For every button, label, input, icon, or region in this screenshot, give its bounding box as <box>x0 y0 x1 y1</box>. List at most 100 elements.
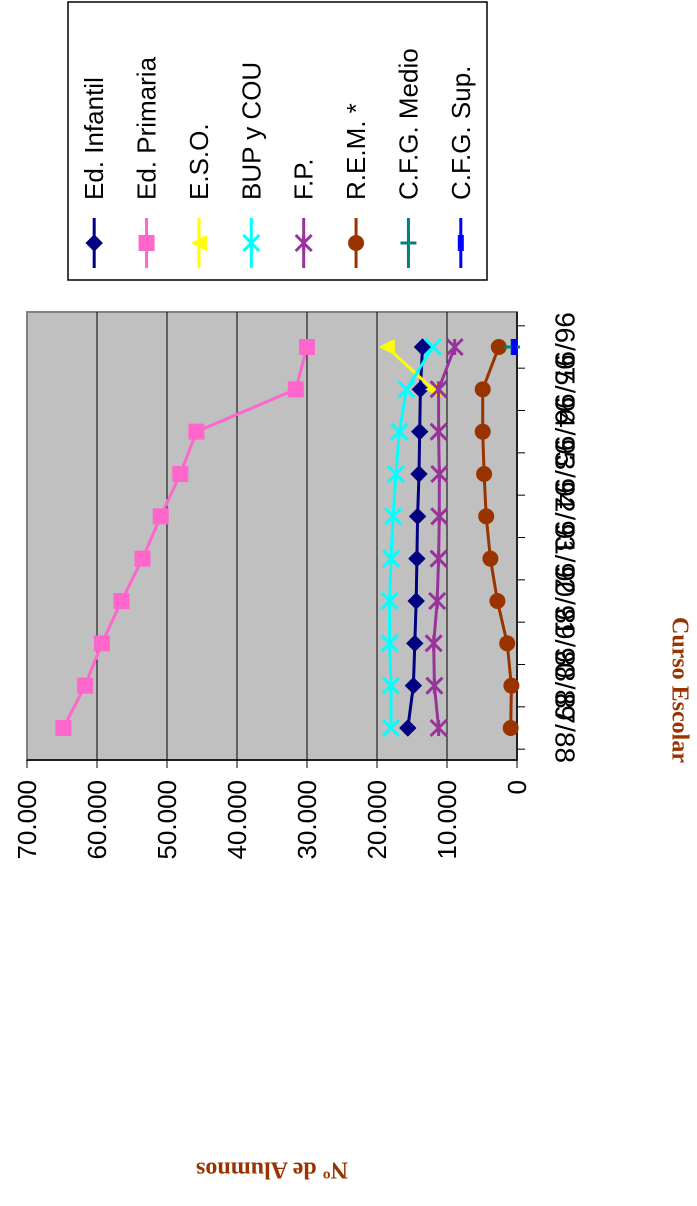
legend-entry-7: C.F.G. Sup. <box>446 66 476 268</box>
series-0-point-7 <box>410 422 429 441</box>
category-label-8: 95/96 <box>550 354 581 424</box>
legend-marker-4 <box>294 233 313 253</box>
series-0-point-1 <box>404 676 423 695</box>
legend-label-7: C.F.G. Sup. <box>446 66 476 200</box>
legend-entry-5: R.E.M. * <box>341 103 371 268</box>
series-3-point-3-stroke-b <box>380 591 399 611</box>
series-1-point-1 <box>77 677 94 694</box>
series-5-point-0 <box>502 720 519 736</box>
series-4-point-2 <box>424 634 443 653</box>
legend-marker-5 <box>348 235 365 251</box>
series-7-point-9 <box>511 339 518 355</box>
series-4-point-3 <box>428 591 447 611</box>
series-7 <box>511 339 518 355</box>
legend-entry-3: BUP y COU <box>236 62 266 268</box>
series-5-point-8 <box>474 381 491 398</box>
legend-label-6: C.F.G. Medio <box>393 48 423 200</box>
series-0-point-2 <box>406 634 424 653</box>
series-4-point-5 <box>430 507 449 526</box>
series-4-point-1 <box>425 676 444 695</box>
legend-entry-4: F.P. <box>289 159 319 268</box>
series-5 <box>474 339 520 736</box>
series-line-3 <box>388 346 435 728</box>
value-tick-label-7: 70.000 <box>12 780 42 860</box>
legend-marker-2 <box>190 235 207 251</box>
series-0-point-9 <box>413 338 432 356</box>
series-2-point-9 <box>378 339 395 355</box>
series-1 <box>55 339 315 736</box>
series-line-4 <box>432 346 457 729</box>
series-1-point-5 <box>152 508 169 525</box>
series-3-point-2-stroke-b <box>380 634 399 653</box>
series-3-point-7-stroke-b <box>390 422 409 441</box>
category-label-3: 90/91 <box>550 566 581 636</box>
category-label-6: 93/94 <box>550 439 581 509</box>
value-tick-label-2: 20.000 <box>362 780 392 860</box>
legend-marker-1 <box>138 235 155 251</box>
series-0-point-3 <box>407 592 425 610</box>
series-4-point-7 <box>429 422 448 441</box>
series-0-point-5 <box>408 507 427 526</box>
series-1-point-0 <box>55 720 72 736</box>
series-3-point-1-stroke-b <box>381 676 401 695</box>
series-3-point-5 <box>384 507 403 526</box>
series-5-point-4 <box>482 550 499 567</box>
series-3-point-4 <box>381 549 401 568</box>
series-5-point-7 <box>474 423 491 440</box>
value-tick-label-0: 0 <box>502 780 532 794</box>
series-3 <box>380 337 443 738</box>
legend-label-4: F.P. <box>289 159 319 200</box>
series-5-point-5 <box>478 508 495 525</box>
series-1-point-3 <box>113 593 130 609</box>
series-0-point-6 <box>410 465 428 483</box>
series-line-1 <box>62 346 309 729</box>
series-0-point-8 <box>411 380 430 399</box>
series-3-point-6 <box>386 464 405 484</box>
value-tick-label-4: 40.000 <box>222 780 252 860</box>
legend-entry-1: Ed. Primaria <box>132 56 162 268</box>
category-label-1: 88/89 <box>550 651 581 721</box>
series-3-point-6-stroke-b <box>386 464 405 484</box>
legend-entry-0: Ed. Infantil <box>79 77 109 268</box>
series-3-point-7 <box>390 422 409 441</box>
series-4-point-9 <box>445 337 464 357</box>
series-0 <box>399 338 432 737</box>
series-3-point-4-stroke-b <box>381 549 401 568</box>
series-2-point-8 <box>425 381 441 398</box>
series-3-point-5-stroke-b <box>384 507 403 526</box>
legend-marker-0 <box>85 234 103 252</box>
series-3-point-3 <box>380 591 399 611</box>
series-line-5 <box>481 346 513 729</box>
series-3-point-8-stroke-b <box>397 380 416 399</box>
y-axis-title: Nº de Alumnos <box>196 1156 348 1182</box>
series-3-point-2 <box>380 634 399 653</box>
series-3-point-0 <box>381 718 401 738</box>
series-1-point-7 <box>188 423 205 440</box>
legend-marker-3-stroke-b <box>242 233 261 253</box>
legend-label-2: E.S.O. <box>184 123 214 200</box>
legend-label-0: Ed. Infantil <box>79 77 109 200</box>
series-5-point-1 <box>503 677 520 694</box>
series-0-point-4 <box>408 549 426 568</box>
legend-marker-7 <box>457 235 464 251</box>
legend-label-5: R.E.M. * <box>341 103 371 200</box>
series-4-point-4 <box>429 549 448 568</box>
x-axis-title: Curso Escolar <box>666 617 692 763</box>
series-4-point-0 <box>429 718 448 738</box>
series-5-point-9 <box>490 339 507 355</box>
series-0-point-0 <box>399 719 417 737</box>
legend-label-3: BUP y COU <box>236 62 266 200</box>
series-line-0 <box>406 346 424 729</box>
legend-entry-6: C.F.G. Medio <box>393 48 423 268</box>
category-label-2: 89/90 <box>550 608 581 678</box>
series-3-point-9 <box>423 337 443 357</box>
series-1-point-9 <box>299 339 315 355</box>
series-5-point-3 <box>489 593 506 609</box>
value-tick-label-3: 30.000 <box>292 780 322 860</box>
legend-marker-6 <box>400 235 417 251</box>
legend-marker-3 <box>242 233 261 253</box>
series-5-point-6 <box>476 466 493 482</box>
category-label-5: 92/93 <box>550 481 581 551</box>
